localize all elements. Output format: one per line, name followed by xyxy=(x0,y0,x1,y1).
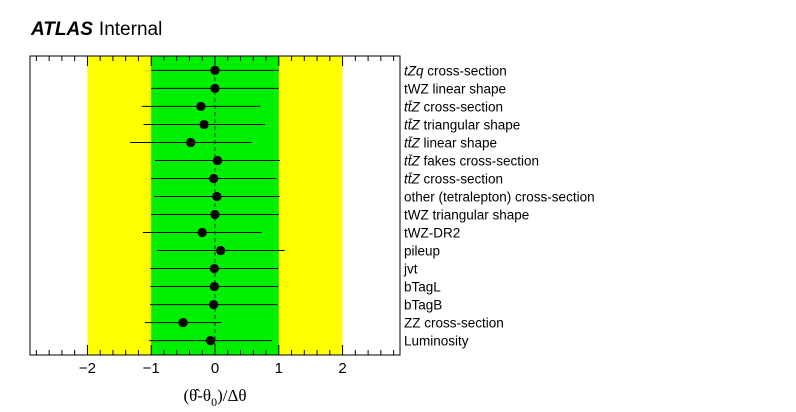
parameter-label: other (tetralepton) cross-section xyxy=(404,189,595,204)
parameter-label: tWZ triangular shape xyxy=(404,208,529,223)
parameter-label: ZZ cross-section xyxy=(404,316,504,331)
parameter-label: tWZ-DR2 xyxy=(404,226,460,241)
parameter-label: tZq cross-section xyxy=(404,63,507,78)
pull-point xyxy=(197,227,207,238)
parameter-label: tt̄Z triangular shape xyxy=(404,117,520,132)
x-tick-label: 1 xyxy=(275,360,283,377)
parameter-label: tt̄Z fakes cross-section xyxy=(404,153,539,168)
pull-point xyxy=(210,209,220,220)
pull-point xyxy=(212,155,223,166)
parameter-label: Luminosity xyxy=(404,334,469,349)
pull-point xyxy=(209,263,219,274)
pull-point xyxy=(209,281,219,292)
pull-point xyxy=(210,83,220,94)
parameter-label: bTagB xyxy=(404,298,442,313)
pull-point xyxy=(205,335,216,346)
pull-point xyxy=(186,137,196,148)
parameter-label: tWZ linear shape xyxy=(404,81,506,96)
pull-point xyxy=(209,299,219,310)
parameter-label: bTagL xyxy=(404,280,441,295)
x-tick-label: 0 xyxy=(211,360,219,377)
x-tick-label: −1 xyxy=(143,360,160,377)
pull-points xyxy=(130,65,285,346)
x-axis: −2 −1 0 1 2 xyxy=(35,56,395,377)
pull-point xyxy=(199,119,209,130)
x-axis-title: (θ̂-θ0)/Δθ xyxy=(183,386,246,409)
pull-point xyxy=(216,245,226,256)
pull-point xyxy=(209,173,219,184)
parameter-label: tt̄Z linear shape xyxy=(404,135,497,150)
nuisance-parameter-labels: tZq cross-section tWZ linear shape tt̄Z cr… xyxy=(403,63,595,348)
parameter-label: pileup xyxy=(404,244,440,259)
x-tick-label: −2 xyxy=(79,360,96,377)
x-tick-label: 2 xyxy=(338,360,346,377)
pull-point xyxy=(210,65,220,76)
atlas-label: ATLAS xyxy=(31,19,93,40)
pull-point xyxy=(178,317,188,328)
parameter-label: jvt xyxy=(403,262,418,277)
pull-point xyxy=(212,191,222,202)
parameter-label: tt̄Z cross-section xyxy=(404,99,503,114)
status-label: Internal xyxy=(98,19,163,40)
experiment-label: ATLAS Internal xyxy=(31,19,162,41)
parameter-label: tt̄Z cross-section xyxy=(404,171,503,186)
pull-point xyxy=(196,101,206,112)
